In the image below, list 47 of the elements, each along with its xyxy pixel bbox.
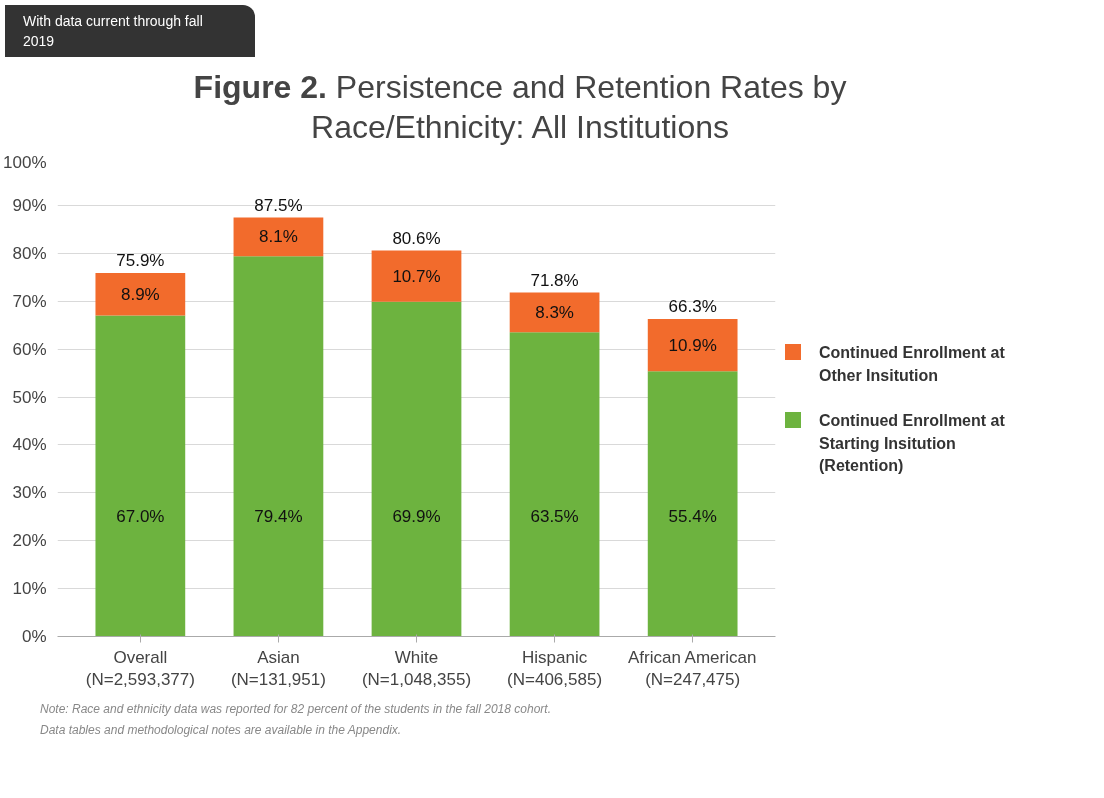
total-label: 66.3% — [668, 297, 717, 317]
bar — [371, 301, 462, 637]
y-tick-label: 80% — [12, 243, 47, 263]
bar — [95, 315, 186, 637]
bar — [233, 256, 324, 637]
total-label: 71.8% — [530, 271, 579, 291]
bar — [647, 371, 738, 637]
bar — [509, 292, 600, 333]
data-label: 63.5% — [530, 507, 579, 527]
total-label: 87.5% — [254, 195, 303, 215]
bar — [371, 250, 462, 302]
data-label: 69.9% — [392, 507, 441, 527]
y-tick-label: 90% — [12, 195, 47, 215]
y-tick-label: 60% — [12, 339, 47, 359]
y-tick-label: 50% — [12, 387, 47, 407]
bar — [233, 217, 324, 257]
x-tick-label: White (N=1,048,355) — [361, 647, 472, 690]
total-label: 75.9% — [116, 251, 165, 271]
legend-label: Continued Enrollment at Other Insitution — [819, 343, 1006, 386]
bar — [647, 318, 738, 372]
y-tick-label: 30% — [12, 483, 47, 503]
x-tick-label: Asian (N=131,951) — [230, 647, 326, 690]
bar — [509, 332, 600, 637]
data-label: 10.9% — [668, 335, 717, 355]
bar — [95, 272, 186, 316]
y-tick-label: 0% — [21, 627, 47, 646]
data-label: 79.4% — [254, 507, 303, 527]
data-label: 10.7% — [392, 266, 441, 286]
x-tick-label: African American (N=247,475) — [627, 647, 757, 690]
y-tick-label: 10% — [12, 579, 47, 599]
y-tick-label: 40% — [12, 435, 47, 455]
chart-subtitle: With data current through fall 2019 — [5, 5, 255, 57]
text: Note: Race and ethnicity data was reported for 82 percent of the students in the fall 2018 cohort. — [40, 701, 551, 718]
text: Data tables and methodological notes are available in the Appendix. — [40, 722, 403, 740]
legend-label: Continued Enrollment at Starting Insitution (Retention) — [819, 410, 1006, 477]
y-tick-label: 20% — [12, 531, 47, 551]
x-tick-label: Hispanic (N=406,585) — [507, 647, 603, 690]
data-label: 55.4% — [668, 507, 717, 527]
y-tick-label: 100% — [3, 152, 47, 172]
data-label: 8.3% — [535, 302, 574, 322]
data-label: 8.9% — [120, 284, 160, 304]
total-label: 80.6% — [392, 228, 441, 248]
data-label: 67.0% — [116, 507, 165, 527]
x-tick-label: Overall (N=2,593,377) — [85, 647, 195, 690]
chart-title: Figure 2. Persistence and Retention Rates by Race/Ethnicity: All Institutions — [192, 68, 848, 147]
y-tick-label: 70% — [12, 291, 47, 311]
data-label: 8.1% — [259, 227, 298, 247]
